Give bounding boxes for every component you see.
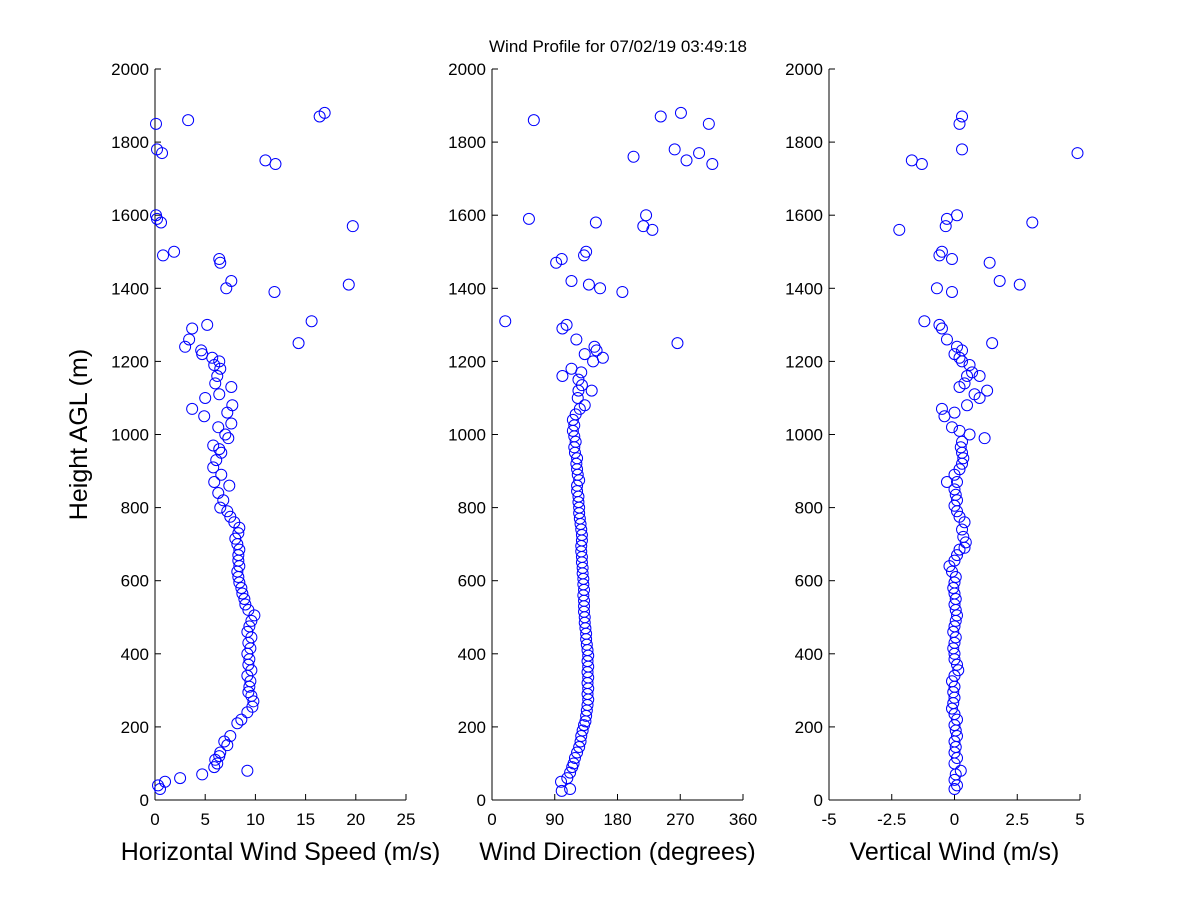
- y-tick-label: 1400: [785, 279, 823, 298]
- figure-title: Wind Profile for 07/02/19 03:49:18: [489, 37, 747, 56]
- y-tick-label: 1600: [448, 206, 486, 225]
- wind-profile-figure: Wind Profile for 07/02/19 03:49:18 02004…: [0, 0, 1200, 900]
- figure-background: [0, 0, 1200, 900]
- y-tick-label: 800: [121, 499, 149, 518]
- y-tick-label: 800: [795, 499, 823, 518]
- y-tick-label: 800: [458, 499, 486, 518]
- y-tick-label: 600: [795, 572, 823, 591]
- x-tick-label: 20: [346, 810, 365, 829]
- y-tick-label: 600: [458, 572, 486, 591]
- x-tick-label: 180: [603, 810, 631, 829]
- x-tick-label: 10: [246, 810, 265, 829]
- y-tick-label: 1200: [785, 352, 823, 371]
- y-tick-label: 1600: [111, 206, 149, 225]
- x-tick-label: 0: [950, 810, 959, 829]
- y-tick-label: 2000: [448, 60, 486, 79]
- x-tick-label: 90: [545, 810, 564, 829]
- y-tick-label: 1000: [111, 426, 149, 445]
- x-tick-label: 270: [666, 810, 694, 829]
- y-tick-label: 200: [458, 718, 486, 737]
- x-tick-label: 25: [397, 810, 416, 829]
- x-tick-label: 15: [296, 810, 315, 829]
- y-tick-label: 1200: [111, 352, 149, 371]
- y-tick-label: 2000: [785, 60, 823, 79]
- y-tick-label: 1000: [448, 426, 486, 445]
- y-tick-label: 1800: [785, 133, 823, 152]
- y-tick-label: 0: [140, 791, 149, 810]
- y-tick-label: 1000: [785, 426, 823, 445]
- y-tick-label: 600: [121, 572, 149, 591]
- x-axis-label: Vertical Wind (m/s): [850, 838, 1060, 866]
- y-tick-label: 200: [795, 718, 823, 737]
- y-tick-label: 1800: [448, 133, 486, 152]
- y-tick-label: 1200: [448, 352, 486, 371]
- x-tick-label: 360: [729, 810, 757, 829]
- x-tick-label: 0: [150, 810, 159, 829]
- y-tick-label: 400: [121, 645, 149, 664]
- y-tick-label: 0: [477, 791, 486, 810]
- x-tick-label: 5: [200, 810, 209, 829]
- y-tick-label: 200: [121, 718, 149, 737]
- y-tick-label: 1600: [785, 206, 823, 225]
- x-axis-label: Wind Direction (degrees): [479, 838, 756, 866]
- y-tick-label: 0: [814, 791, 823, 810]
- y-tick-label: 1400: [111, 279, 149, 298]
- y-tick-label: 2000: [111, 60, 149, 79]
- y-tick-label: 400: [795, 645, 823, 664]
- y-tick-label: 1400: [448, 279, 486, 298]
- x-tick-label: -2.5: [877, 810, 906, 829]
- x-tick-label: 5: [1075, 810, 1084, 829]
- y-axis-label: Height AGL (m): [65, 349, 93, 520]
- x-tick-label: -5: [821, 810, 836, 829]
- y-tick-label: 1800: [111, 133, 149, 152]
- y-tick-label: 400: [458, 645, 486, 664]
- x-tick-label: 0: [487, 810, 496, 829]
- x-axis-label: Horizontal Wind Speed (m/s): [121, 838, 441, 866]
- x-tick-label: 2.5: [1005, 810, 1029, 829]
